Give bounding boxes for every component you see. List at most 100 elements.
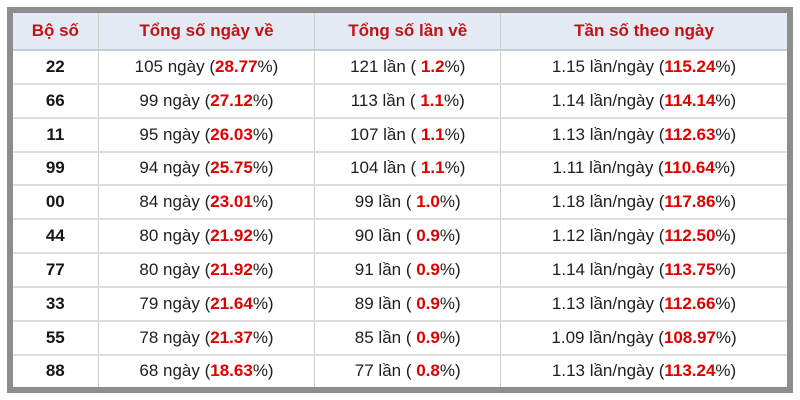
times-text: 89 lần ( xyxy=(354,293,417,313)
table-row: 33 79 ngày (21.64%) 89 lần ( 0.9%) 1.13 … xyxy=(13,285,787,321)
days-cell: 94 ngày (25.75%) xyxy=(97,150,315,186)
header-row: Bộ số Tổng số ngày về Tổng số lần về Tần… xyxy=(13,13,787,51)
pair-cell: 88 xyxy=(13,353,99,387)
pair-cell: 22 xyxy=(45,56,65,76)
table-row: 11 95 ngày (26.03%) 107 lần ( 1.1%) 1.13… xyxy=(13,116,787,152)
days-suffix: %) xyxy=(252,327,274,347)
freq-cell: 1.13 lần/ngày (112.66%) xyxy=(500,285,787,321)
freq-cell: 1.18 lần/ngày (117.86%) xyxy=(500,184,787,220)
times-suffix: %) xyxy=(443,90,465,110)
freq-cell: 1.14 lần/ngày (114.14%) xyxy=(500,82,787,118)
freq-suffix: %) xyxy=(715,293,737,313)
days-cell: 80 ngày (21.92%) xyxy=(97,252,315,287)
days-suffix: %) xyxy=(257,56,279,76)
freq-text: 1.15 lần/ngày ( xyxy=(551,56,665,76)
freq-percent: 113.24 xyxy=(664,361,716,381)
times-cell: 89 lần ( 0.9%) xyxy=(314,285,501,321)
times-percent: 1.1 xyxy=(420,90,444,110)
days-cell: 80 ngày (21.92%) xyxy=(97,218,315,254)
days-text: 95 ngày ( xyxy=(139,124,211,144)
days-suffix: %) xyxy=(252,259,274,279)
days-percent: 21.64 xyxy=(210,293,253,313)
times-percent: 1.0 xyxy=(416,192,440,212)
days-text: 99 ngày ( xyxy=(139,90,211,110)
freq-percent: 112.63 xyxy=(664,124,716,144)
freq-cell: 1.12 lần/ngày (112.50%) xyxy=(500,218,787,254)
times-percent: 1.1 xyxy=(420,158,445,178)
freq-suffix: %) xyxy=(715,259,737,279)
days-text: 78 ngày ( xyxy=(139,327,211,347)
times-text: 99 lần ( xyxy=(354,192,417,212)
times-suffix: %) xyxy=(439,293,461,313)
freq-cell: 1.14 lần/ngày (113.75%) xyxy=(500,252,787,287)
times-text: 107 lần ( xyxy=(350,124,421,144)
days-percent: 23.01 xyxy=(210,192,253,212)
freq-text: 1.12 lần/ngày ( xyxy=(551,226,665,246)
times-percent: 0.9 xyxy=(416,327,440,347)
freq-text: 1.13 lần/ngày ( xyxy=(551,361,665,381)
freq-percent: 113.75 xyxy=(664,259,716,279)
times-text: 85 lần ( xyxy=(354,327,417,347)
days-text: 79 ngày ( xyxy=(139,293,211,313)
times-suffix: %) xyxy=(439,226,461,246)
times-percent: 0.9 xyxy=(416,259,440,279)
table-row: 22 105 ngày (28.77%) 121 lần ( 1.2%) 1.1… xyxy=(13,50,787,84)
freq-suffix: %) xyxy=(715,90,737,110)
statistics-table: Bộ số Tổng số ngày về Tổng số lần về Tần… xyxy=(13,13,787,387)
freq-percent: 114.14 xyxy=(664,90,716,110)
freq-suffix: %) xyxy=(715,56,737,76)
days-percent: 28.77 xyxy=(214,56,258,76)
pair-cell: 33 xyxy=(13,285,99,321)
column-header-times: Tổng số lần về xyxy=(314,13,501,51)
freq-text: 1.14 lần/ngày ( xyxy=(551,90,665,110)
days-suffix: %) xyxy=(252,226,274,246)
freq-suffix: %) xyxy=(715,361,737,381)
table-body: 22 105 ngày (28.77%) 121 lần ( 1.2%) 1.1… xyxy=(13,50,787,387)
days-percent: 21.37 xyxy=(210,327,253,347)
freq-text: 1.09 lần/ngày ( xyxy=(551,327,664,347)
freq-text: 1.13 lần/ngày ( xyxy=(551,293,665,313)
days-suffix: %) xyxy=(252,361,274,381)
days-cell: 95 ngày (26.03%) xyxy=(97,116,315,152)
times-percent: 0.8 xyxy=(416,361,440,381)
times-suffix: %) xyxy=(439,192,461,212)
times-text: 91 lần ( xyxy=(354,259,417,279)
freq-percent: 108.97 xyxy=(663,327,716,347)
days-suffix: %) xyxy=(252,90,274,110)
pair-cell: 77 xyxy=(13,252,99,287)
pair-cell: 00 xyxy=(13,184,99,220)
days-text: 80 ngày ( xyxy=(139,259,211,279)
days-text: 105 ngày ( xyxy=(134,56,215,76)
times-cell: 90 lần ( 0.9%) xyxy=(314,218,501,254)
days-percent: 18.63 xyxy=(210,361,253,381)
times-suffix: %) xyxy=(444,124,466,144)
pair-cell: 55 xyxy=(13,319,99,355)
days-cell: 79 ngày (21.64%) xyxy=(97,285,315,321)
days-suffix: %) xyxy=(252,192,274,212)
pair-cell: 99 xyxy=(13,150,99,186)
times-percent: 1.1 xyxy=(420,124,445,144)
freq-suffix: %) xyxy=(715,327,737,347)
table-row: 88 68 ngày (18.63%) 77 lần ( 0.8%) 1.13 … xyxy=(13,353,787,387)
times-cell: 77 lần ( 0.8%) xyxy=(314,353,501,387)
days-percent: 25.75 xyxy=(210,158,253,178)
times-cell: 107 lần ( 1.1%) xyxy=(314,116,501,152)
times-suffix: %) xyxy=(444,158,466,178)
times-text: 113 lần ( xyxy=(350,90,421,110)
times-text: 121 lần ( xyxy=(350,56,421,76)
pair-cell: 11 xyxy=(13,116,99,152)
pair-cell: 66 xyxy=(13,82,99,118)
freq-percent: 112.66 xyxy=(664,293,716,313)
freq-suffix: %) xyxy=(715,226,737,246)
column-header-freq: Tần số theo ngày xyxy=(500,13,787,51)
freq-suffix: %) xyxy=(715,192,737,212)
days-cell: 84 ngày (23.01%) xyxy=(97,184,315,220)
freq-percent: 112.50 xyxy=(664,226,716,246)
freq-cell: 1.09 lần/ngày (108.97%) xyxy=(500,319,787,355)
freq-text: 1.18 lần/ngày ( xyxy=(551,192,665,212)
days-text: 84 ngày ( xyxy=(139,192,211,212)
times-suffix: %) xyxy=(439,259,461,279)
times-cell: 121 lần ( 1.2%) xyxy=(314,50,501,84)
days-text: 68 ngày ( xyxy=(139,361,211,381)
column-header-days: Tổng số ngày về xyxy=(97,13,315,51)
